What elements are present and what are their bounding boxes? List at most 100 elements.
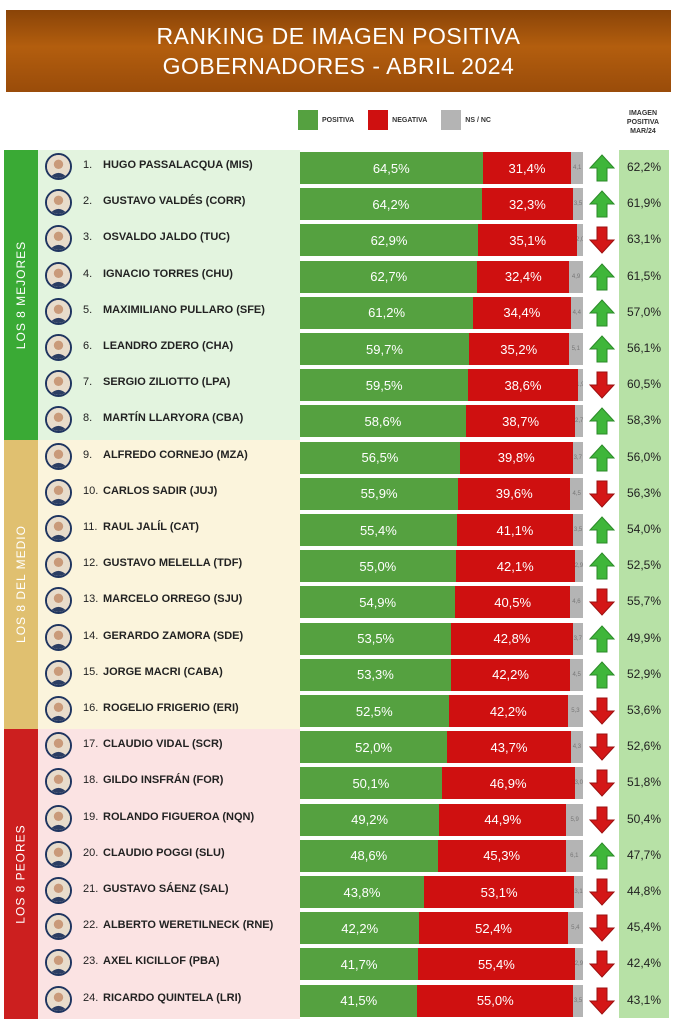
bar-ns-nc-label: 5,4 bbox=[571, 925, 580, 932]
prev-value: 55,7% bbox=[626, 594, 662, 609]
stacked-bar: 64,2% 32,3% 3,5 bbox=[300, 188, 583, 221]
bar-positiva-label: 64,2% bbox=[372, 196, 410, 212]
bar-ns-nc: 3,7 bbox=[572, 622, 583, 655]
bar-ns-nc: 5,1 bbox=[568, 333, 583, 365]
stacked-bar: 50,1% 46,9% 3,0 bbox=[300, 767, 583, 800]
governor-avatar-icon bbox=[45, 623, 72, 651]
governor-name: AXEL KICILLOF (PBA) bbox=[103, 955, 220, 968]
stacked-bar: 62,9% 35,1% 2,0 bbox=[300, 224, 583, 257]
bar-positiva: 59,7% bbox=[300, 333, 469, 365]
rank-number: 7. bbox=[83, 376, 93, 389]
bar-ns-nc-label: 3,5 bbox=[573, 527, 583, 533]
title-line-1: RANKING DE IMAGEN POSITIVA bbox=[156, 23, 521, 49]
ranking-row: 3. OSVALDO JALDO (TUC) 62,9% 35,1% 2,0 63,1% bbox=[0, 222, 691, 258]
governor-avatar-icon bbox=[45, 804, 72, 832]
bar-positiva: 50,1% bbox=[300, 767, 442, 800]
bar-positiva-label: 56,5% bbox=[361, 450, 399, 466]
arrow-up-icon bbox=[589, 154, 615, 182]
bar-negativa-label: 42,2% bbox=[492, 667, 529, 683]
bar-ns-nc: 4,5 bbox=[570, 658, 583, 691]
bar-ns-nc: 3,0 bbox=[574, 767, 583, 800]
bar-negativa: 32,4% bbox=[477, 260, 570, 293]
bar-ns-nc: 4,1 bbox=[571, 152, 583, 184]
arrow-up-icon bbox=[589, 624, 615, 653]
bar-negativa-label: 39,8% bbox=[497, 450, 535, 466]
chart-title: RANKING DE IMAGEN POSITIVA GOBERNADORES … bbox=[6, 10, 671, 92]
bar-positiva: 64,2% bbox=[300, 188, 482, 221]
bar-ns-nc-label: 4,1 bbox=[573, 165, 582, 171]
stacked-bar: 54,9% 40,5% 4,6 bbox=[300, 586, 583, 619]
stacked-bar: 55,4% 41,1% 3,5 bbox=[300, 514, 583, 546]
bar-positiva-label: 58,6% bbox=[364, 413, 402, 429]
prev-value: 53,6% bbox=[626, 703, 662, 717]
bar-negativa-label: 32,4% bbox=[504, 269, 542, 285]
bar-positiva: 58,6% bbox=[300, 405, 466, 438]
bar-negativa: 34,4% bbox=[473, 296, 571, 329]
bar-positiva-label: 41,7% bbox=[340, 956, 378, 972]
legend-swatch-negativa bbox=[368, 110, 389, 130]
bar-negativa: 42,2% bbox=[450, 658, 571, 691]
rank-number: 23. bbox=[83, 955, 99, 968]
governor-name: RAUL JALÍL (CAT) bbox=[103, 521, 199, 533]
bar-ns-nc: 3,1 bbox=[574, 876, 583, 908]
bar-positiva-label: 42,2% bbox=[341, 920, 379, 936]
bar-positiva-label: 53,5% bbox=[357, 631, 395, 647]
governor-avatar-icon bbox=[45, 261, 72, 289]
bar-positiva: 54,9% bbox=[300, 586, 456, 619]
bar-ns-nc: 2,9 bbox=[574, 948, 583, 981]
bar-positiva: 52,0% bbox=[300, 731, 448, 764]
bar-negativa-label: 53,1% bbox=[480, 884, 518, 900]
prev-value: 49,9% bbox=[626, 630, 662, 645]
bar-positiva: 56,5% bbox=[300, 441, 460, 474]
bar-ns-nc-label: 2,0 bbox=[577, 237, 583, 244]
bar-positiva: 48,6% bbox=[300, 839, 438, 872]
governor-name: ALFREDO CORNEJO (MZA) bbox=[103, 448, 248, 461]
bar-negativa-label: 44,9% bbox=[484, 812, 522, 828]
stacked-bar: 61,2% 34,4% 4,4 bbox=[300, 296, 583, 329]
bar-negativa-label: 52,4% bbox=[475, 920, 512, 936]
bar-negativa: 31,4% bbox=[482, 152, 572, 184]
group-label-1: LOS 8 MEJORES bbox=[4, 150, 38, 440]
stacked-bar: 58,6% 38,7% 2,7 bbox=[300, 405, 583, 438]
rank-number: 17. bbox=[83, 738, 99, 751]
bar-ns-nc: 3,5 bbox=[573, 984, 583, 1017]
governor-avatar-icon bbox=[45, 297, 72, 325]
governor-name: RICARDO QUINTELA (LRI) bbox=[103, 991, 242, 1004]
governor-avatar-icon bbox=[45, 225, 72, 253]
stacked-bar: 55,0% 42,1% 2,9 bbox=[300, 550, 583, 583]
rank-number: 8. bbox=[83, 412, 93, 425]
ranking-row: 13. MARCELO ORREGO (SJU) 54,9% 40,5% 4,6 55,7… bbox=[0, 584, 691, 620]
governor-name: GILDO INSFRÁN (FOR) bbox=[103, 774, 224, 787]
governor-avatar-icon bbox=[45, 406, 72, 434]
bar-positiva: 52,5% bbox=[300, 695, 449, 727]
bar-ns-nc: 2,7 bbox=[575, 405, 583, 438]
rank-number: 20. bbox=[83, 846, 99, 859]
bar-positiva-label: 50,1% bbox=[352, 775, 390, 791]
prev-value: 47,7% bbox=[626, 847, 662, 862]
bar-negativa: 52,4% bbox=[419, 912, 568, 945]
bar-ns-nc: 4,5 bbox=[570, 477, 583, 510]
bar-positiva: 53,3% bbox=[300, 658, 451, 691]
governor-name: OSVALDO JALDO (TUC) bbox=[103, 231, 230, 244]
bar-negativa: 41,1% bbox=[456, 514, 574, 546]
bar-positiva: 61,2% bbox=[300, 296, 474, 329]
prev-value: 51,8% bbox=[626, 775, 662, 790]
arrow-up-icon bbox=[589, 516, 615, 544]
stacked-bar: 49,2% 44,9% 5,9 bbox=[300, 803, 583, 836]
bar-positiva-label: 59,5% bbox=[365, 377, 403, 393]
arrow-up-icon bbox=[589, 190, 615, 218]
governor-name: MAXIMILIANO PULLARO (SFE) bbox=[103, 303, 265, 316]
governor-name: MARTÍN LLARYORA (CBA) bbox=[103, 412, 244, 425]
bar-negativa: 40,5% bbox=[455, 586, 570, 619]
bar-positiva-label: 59,7% bbox=[366, 341, 403, 357]
bar-ns-nc-label: 4,6 bbox=[572, 599, 581, 606]
stacked-bar: 59,7% 35,2% 5,1 bbox=[300, 333, 583, 365]
stacked-bar: 59,5% 38,6% 1,9 bbox=[300, 369, 583, 402]
bar-negativa-label: 39,6% bbox=[495, 486, 533, 502]
bar-ns-nc: 2,0 bbox=[577, 224, 583, 257]
rank-number: 12. bbox=[83, 557, 99, 570]
arrow-up-icon bbox=[589, 299, 615, 327]
governor-avatar-icon bbox=[45, 768, 72, 796]
bar-negativa: 32,3% bbox=[481, 188, 574, 221]
bar-negativa-label: 42,8% bbox=[493, 631, 531, 647]
